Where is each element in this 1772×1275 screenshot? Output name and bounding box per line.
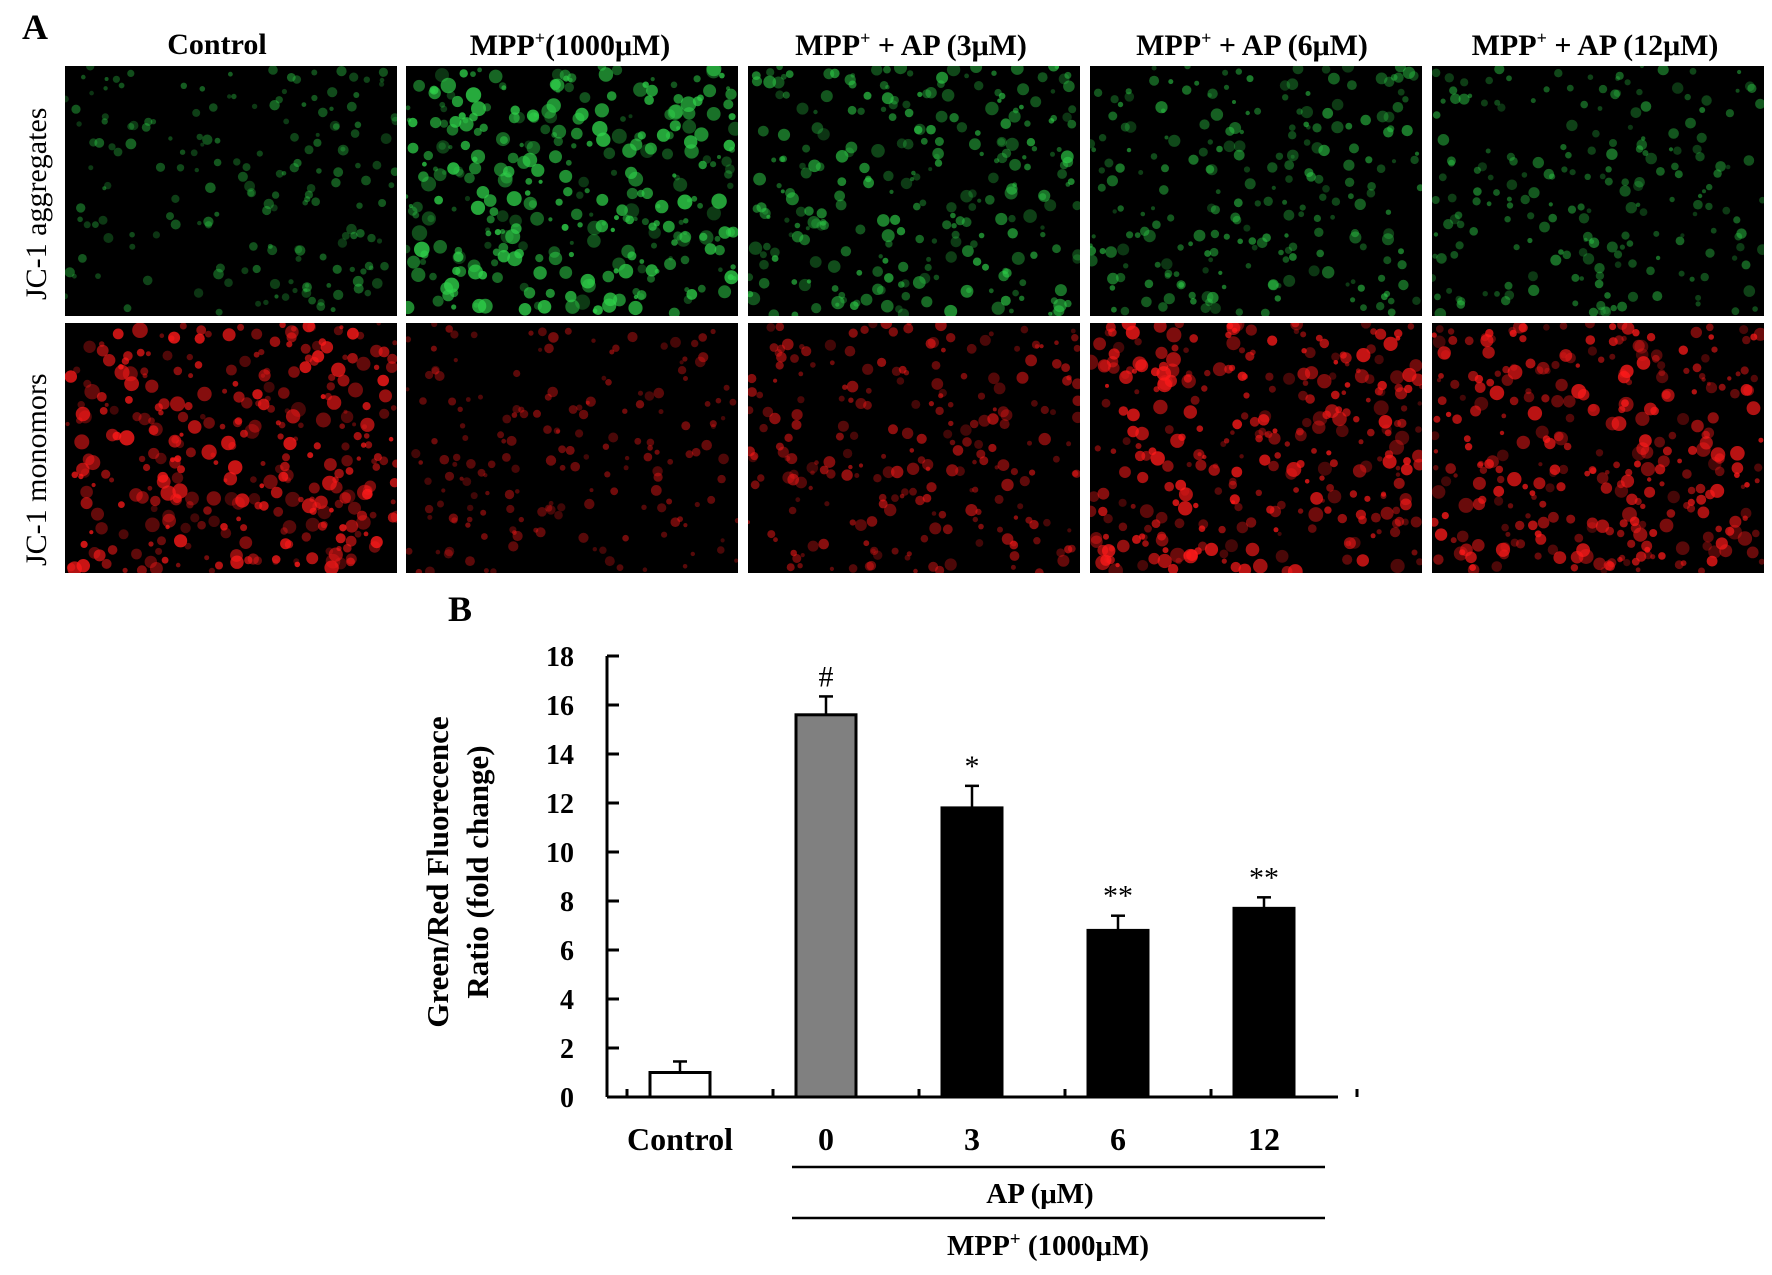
y-axis-title: Green/Red Fluorecence Ratio (fold change…: [420, 716, 495, 1027]
bars: #*****: [648, 660, 1296, 1099]
significance-marker: **: [1103, 880, 1133, 913]
y-tick-label: 18: [546, 642, 574, 673]
superscript: +: [1536, 28, 1547, 48]
column-title-mpp-ap12: MPP+ + AP (12μM): [1430, 28, 1760, 63]
micrograph-green: [65, 66, 397, 316]
y-tick-label: 10: [546, 838, 574, 869]
y-tick-label: 14: [546, 740, 574, 771]
significance-marker: #: [819, 660, 834, 693]
column-title-text: MPP: [1471, 29, 1537, 62]
column-title-text: + AP (3μM): [870, 29, 1027, 62]
ap-group-label: AP (μM): [986, 1178, 1093, 1210]
micrograph-red: [406, 323, 738, 573]
y-axis-title-line2: Ratio (fold change): [460, 745, 495, 998]
bar: [1232, 906, 1296, 1099]
superscript: +: [1201, 28, 1212, 48]
micrograph-red: [748, 323, 1080, 573]
column-title-mpp: MPP+(1000μM): [405, 28, 735, 63]
column-title-text: (1000μM): [544, 29, 671, 62]
x-tick-label: 0: [818, 1121, 834, 1157]
column-title-text: MPP: [795, 29, 861, 62]
micrograph-red: [1090, 323, 1422, 573]
panel-b-letter: B: [448, 589, 473, 629]
micrograph-green: [748, 66, 1080, 316]
micrograph-green: [1090, 66, 1422, 316]
mpp-group-label: MPP+ (1000μM): [947, 1229, 1149, 1263]
y-tick-label: 2: [560, 1034, 574, 1065]
bar: [1086, 928, 1150, 1099]
y-axis-title-line1: Green/Red Fluorecence: [420, 716, 455, 1027]
micrograph-green: [1432, 66, 1764, 316]
micrograph-red: [65, 323, 397, 573]
bar: [940, 806, 1004, 1099]
panel-a-letter: A: [22, 7, 48, 47]
x-tick-label: 6: [1110, 1121, 1126, 1157]
column-title-text: Control: [167, 28, 267, 61]
y-tick-label: 8: [560, 887, 574, 918]
y-ticks: 0 2 4 6 8 10 12 14 16 18: [546, 642, 619, 1114]
column-title-control: Control: [52, 28, 382, 62]
x-tick-label: 12: [1248, 1121, 1280, 1157]
y-tick-label: 6: [560, 936, 574, 967]
column-title-mpp-ap3: MPP+ + AP (3μM): [746, 28, 1076, 63]
y-tick-label: 16: [546, 691, 574, 722]
micrograph-green: [406, 66, 738, 316]
y-tick-label: 12: [546, 789, 574, 820]
column-title-text: MPP: [469, 29, 535, 62]
micrograph-red: [1432, 323, 1764, 573]
column-title-text: MPP: [1136, 29, 1202, 62]
significance-marker: **: [1249, 861, 1279, 894]
bar: [648, 1071, 712, 1099]
superscript: +: [534, 28, 545, 48]
y-tick-label: 0: [560, 1083, 574, 1114]
column-title-text: + AP (6μM): [1211, 29, 1368, 62]
significance-marker: *: [965, 750, 980, 783]
group-labels: AP (μM) MPP+ (1000μM): [792, 1165, 1325, 1263]
superscript: +: [860, 28, 871, 48]
bar: [794, 713, 858, 1099]
column-title-text: + AP (12μM): [1546, 29, 1719, 62]
y-tick-label: 4: [560, 985, 574, 1016]
x-tick-label: 3: [964, 1121, 980, 1157]
x-tick-label: Control: [627, 1121, 733, 1157]
x-tick-labels: Control 0 3 6 12: [627, 1121, 1280, 1157]
column-title-mpp-ap6: MPP+ + AP (6μM): [1087, 28, 1417, 63]
